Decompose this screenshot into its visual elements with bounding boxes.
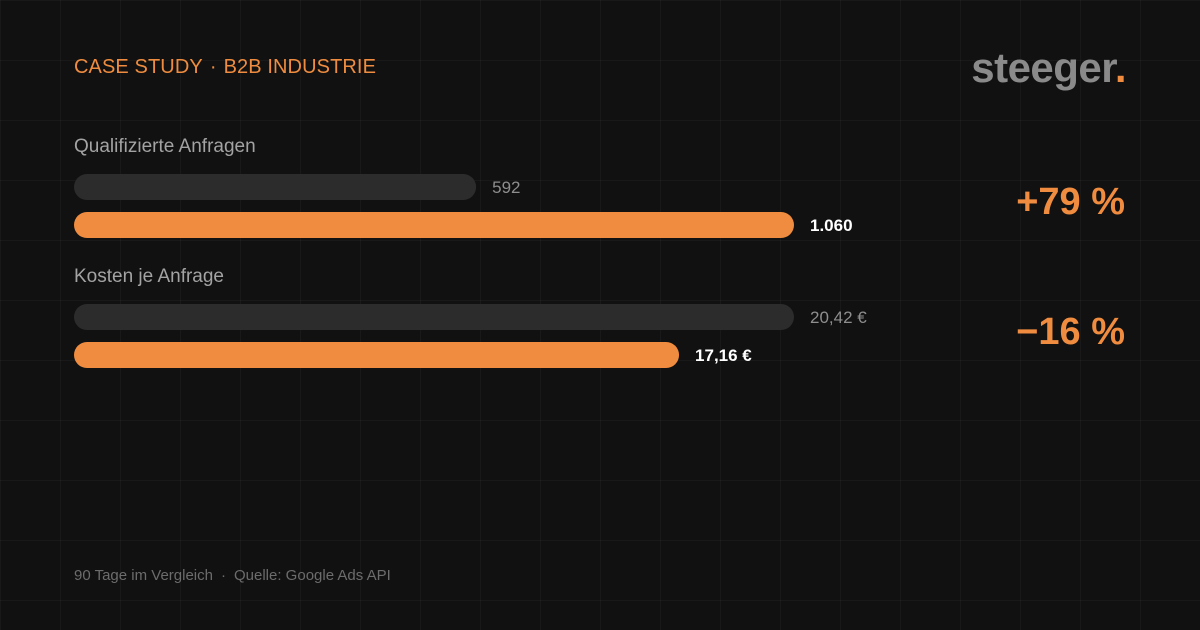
eyebrow-separator: · bbox=[209, 56, 217, 78]
before-bar bbox=[74, 174, 477, 200]
before-bar bbox=[74, 304, 794, 330]
after-value-label: 17,16 € bbox=[695, 346, 752, 365]
logo-dot: . bbox=[1114, 44, 1127, 91]
after-value-label: 1.060 bbox=[810, 216, 853, 235]
change-percent: +79 % bbox=[1016, 181, 1125, 223]
footer-separator: · bbox=[220, 567, 226, 584]
footer-period: 90 Tage im Vergleich bbox=[74, 567, 213, 584]
eyebrow-industry: B2B INDUSTRIE bbox=[223, 56, 377, 78]
change-percent: −16 % bbox=[1016, 311, 1125, 353]
logo-wordmark: steeger bbox=[971, 44, 1115, 91]
case-study-eyebrow: CASE STUDY · B2B INDUSTRIE bbox=[74, 56, 376, 79]
before-value-label: 592 bbox=[492, 178, 520, 197]
group-label: Kosten je Anfrage bbox=[74, 266, 224, 287]
after-bar bbox=[74, 212, 794, 238]
group-label: Qualifizierte Anfragen bbox=[74, 136, 256, 157]
before-value-label: 20,42 € bbox=[810, 308, 867, 327]
footer-source: Quelle: Google Ads API bbox=[233, 567, 391, 584]
after-bar bbox=[74, 342, 680, 368]
brand-logo: steeger. bbox=[971, 44, 1126, 92]
footer-note: 90 Tage im Vergleich · Quelle: Google Ads … bbox=[74, 567, 391, 584]
eyebrow-category: CASE STUDY bbox=[74, 56, 203, 78]
